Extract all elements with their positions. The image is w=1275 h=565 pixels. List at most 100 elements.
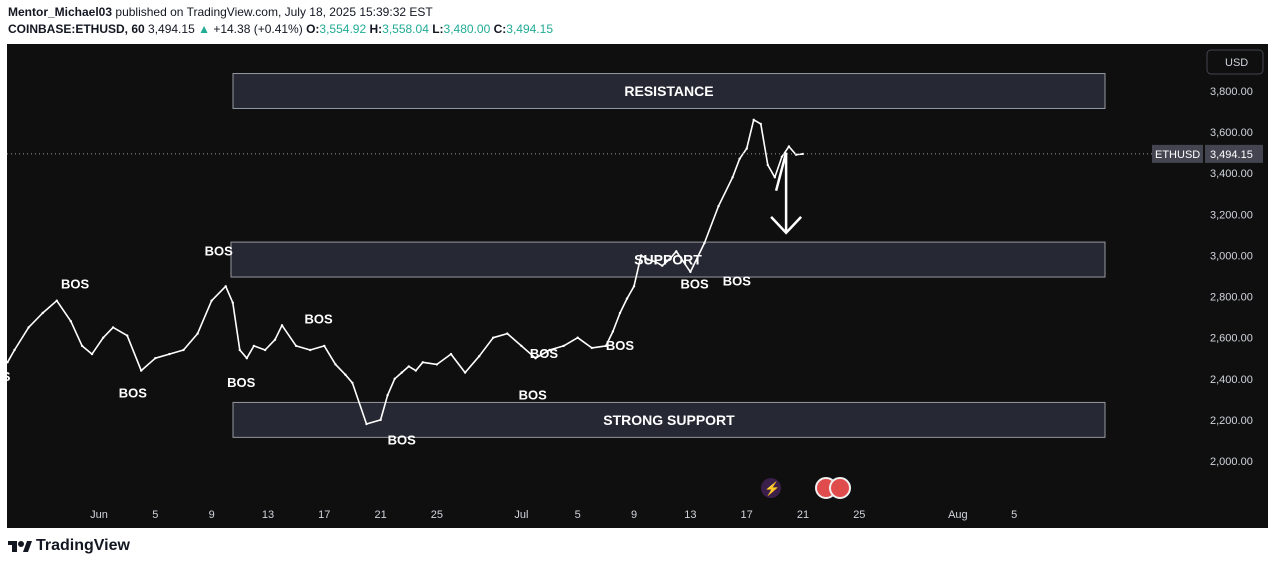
y-tick-label: 2,200.00 — [1210, 415, 1253, 427]
price-point — [400, 371, 403, 374]
x-tick-label: Jul — [514, 509, 528, 521]
price-point — [576, 336, 579, 339]
price-point — [407, 365, 410, 368]
price-point — [703, 241, 706, 245]
price-point — [759, 122, 762, 126]
price-point — [773, 176, 776, 179]
price-point — [604, 344, 608, 348]
down-arrow-shaft — [774, 152, 788, 233]
x-tick-label: 21 — [797, 509, 809, 521]
price-point — [154, 357, 157, 360]
y-tick-label: 2,400.00 — [1210, 374, 1253, 386]
price-point — [625, 297, 629, 300]
symbol-tag-label: ETHUSD — [1155, 149, 1200, 161]
y-tick-label: 2,600.00 — [1210, 333, 1253, 345]
bos-label: BOS — [530, 346, 559, 361]
price-point — [639, 254, 643, 257]
change-up-icon: ▲ — [198, 22, 210, 36]
price-tag — [1205, 144, 1263, 163]
symbol-tag — [1152, 144, 1203, 163]
last-price: 3,494.15 — [148, 22, 195, 36]
price-point — [69, 320, 73, 323]
price-point — [618, 311, 622, 315]
price-point — [224, 285, 227, 288]
price-point — [182, 348, 185, 352]
price-point — [478, 355, 481, 358]
open-label: O: — [306, 22, 320, 36]
brand-name: TradingView — [36, 537, 130, 554]
price-point — [646, 258, 650, 261]
y-tick-label: 2,000.00 — [1210, 456, 1253, 468]
price-point — [745, 147, 748, 150]
x-tick-label: 5 — [152, 509, 158, 521]
price-point — [168, 352, 171, 356]
bos-label: BOS — [305, 311, 334, 326]
chart-background — [7, 44, 1268, 528]
price-point — [238, 348, 241, 352]
price-point — [449, 352, 453, 356]
y-tick-label: 3,000.00 — [1210, 250, 1253, 262]
price-point — [323, 344, 326, 348]
price-point — [717, 204, 720, 208]
symbol-name[interactable]: COINBASE:ETHUSD, 60 — [8, 22, 145, 36]
price-point — [140, 369, 143, 372]
x-tick-label: 5 — [575, 509, 581, 521]
x-tick-label: 25 — [853, 509, 865, 521]
bos-label: BOS — [119, 385, 148, 400]
price-point — [492, 336, 495, 339]
bos-label: BOS — [519, 387, 548, 402]
price-point — [654, 260, 657, 263]
event-icons[interactable]: ⚡ — [761, 477, 851, 499]
price-point — [231, 301, 234, 304]
x-tick-label: 25 — [431, 509, 443, 521]
bos-label: BOS — [61, 276, 90, 291]
price-point — [668, 258, 671, 261]
x-tick-label: Jun — [90, 509, 108, 521]
price-point — [386, 394, 389, 397]
price-point — [689, 270, 692, 274]
price-point — [590, 346, 593, 350]
price-point — [675, 250, 678, 253]
price-point — [126, 334, 129, 337]
close-label: C: — [493, 22, 507, 36]
x-tick-label: Aug — [948, 509, 968, 521]
x-tick-label: 9 — [209, 509, 215, 521]
x-tick-label: 17 — [318, 509, 330, 521]
price-point — [6, 361, 9, 364]
publisher-name[interactable]: Mentor_Michael03 — [8, 5, 113, 19]
price-point — [102, 336, 105, 339]
us-flag-icon[interactable] — [829, 477, 851, 499]
x-tick-label: 21 — [374, 509, 386, 521]
price-point — [13, 348, 16, 352]
price-tag-value: 3,494.15 — [1210, 149, 1253, 161]
price-point — [463, 371, 467, 374]
published-text: published on TradingView.com, July 18, 2… — [115, 5, 433, 19]
price-point — [210, 299, 213, 302]
price-point — [344, 373, 347, 376]
dividend-event-icon[interactable] — [761, 478, 781, 498]
tradingview-logo-icon — [8, 541, 32, 552]
x-tick-label: 13 — [262, 509, 274, 521]
price-point — [393, 377, 396, 380]
price-point — [752, 118, 755, 122]
x-tick-label: 17 — [741, 509, 753, 521]
y-tick-label: 3,600.00 — [1210, 127, 1253, 139]
x-tick-label: 9 — [631, 509, 637, 521]
y-tick-label: 2,800.00 — [1210, 292, 1253, 304]
tradingview-logo[interactable]: TradingView — [8, 537, 130, 555]
zone-box — [230, 241, 1106, 278]
price-point — [632, 285, 636, 288]
price-point — [27, 326, 30, 329]
bos-label: S — [2, 369, 11, 384]
price-point — [273, 338, 277, 341]
price-point — [562, 344, 565, 348]
price-point — [738, 157, 741, 160]
open-value: 3,554.92 — [319, 22, 367, 36]
currency-button[interactable]: USD — [1206, 49, 1264, 75]
publisher-line: Mentor_Michael03 published on TradingVie… — [8, 4, 1268, 21]
axes-layer: 3,800.00 3,600.00 3,400.00 3,200.00 3,000.00… — [90, 86, 1263, 521]
zone-label: STRONG SUPPORT — [603, 412, 735, 428]
price-point — [766, 163, 769, 167]
